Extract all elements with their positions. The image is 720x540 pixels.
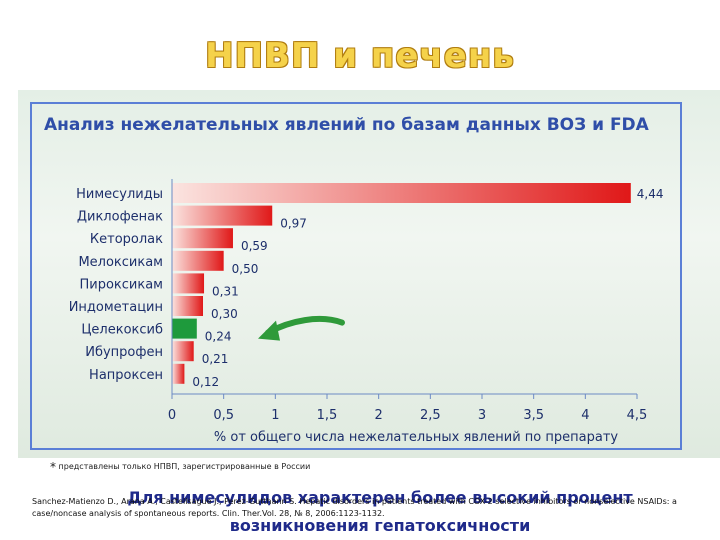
value-label: 0,12 [192, 375, 219, 389]
slide-title: НПВП и печень [205, 36, 515, 76]
footnote-marker: * [50, 460, 56, 474]
category-label: Пироксикам [79, 277, 163, 292]
annotation-arrow [265, 315, 345, 336]
category-label: Нимесулиды [76, 187, 163, 202]
category-label: Индометацин [69, 300, 163, 315]
bar [172, 273, 205, 294]
chart-panel [18, 90, 720, 458]
bar [172, 296, 203, 316]
x-tick-label: 1 [271, 408, 279, 423]
bar [172, 250, 224, 271]
category-label: Мелоксикам [78, 255, 163, 270]
value-label: 0,30 [211, 307, 238, 321]
x-tick-label: 2,5 [420, 408, 441, 423]
x-tick-label: 3 [478, 408, 486, 423]
bar [172, 205, 273, 226]
bar [172, 341, 194, 362]
value-label: 0,97 [280, 217, 307, 231]
reference-text: Sanchez-Matienzo D., Arana A., Castellsa… [32, 497, 677, 518]
footnote-text: представлены только НПВП, зарегистрирова… [58, 462, 311, 471]
x-tick-label: 2 [375, 408, 383, 423]
x-tick-label: 3,5 [523, 408, 544, 423]
x-axis-label: % от общего числа нежелательных явлений … [214, 430, 618, 445]
value-label: 0,24 [205, 330, 232, 344]
x-tick-label: 1,5 [317, 408, 338, 423]
category-label: Ибупрофен [85, 345, 163, 360]
value-label: 4,44 [637, 187, 664, 201]
value-label: 0,50 [232, 262, 259, 276]
category-label: Кеторолак [90, 232, 163, 247]
footnote: * представлены только НПВП, зарегистриро… [50, 460, 310, 474]
value-label: 0,21 [202, 352, 229, 366]
annotation-arrow-head [258, 320, 280, 341]
bar [172, 228, 233, 249]
conclusion-text: Для нимесулидов характерен более высокий… [127, 488, 633, 535]
x-tick-label: 4,5 [627, 408, 648, 423]
bar [172, 183, 631, 203]
value-label: 0,31 [212, 284, 239, 298]
value-label: 0,59 [241, 239, 268, 253]
category-label: Целекоксиб [81, 323, 163, 338]
bar [172, 363, 185, 384]
chart-frame [30, 102, 682, 450]
category-label: Диклофенак [77, 210, 163, 225]
category-label: Напроксен [89, 368, 163, 383]
bar [172, 318, 197, 339]
x-tick-label: 0,5 [213, 408, 234, 423]
x-tick-label: 0 [168, 408, 176, 423]
x-tick-label: 4 [581, 408, 589, 423]
chart-title: Анализ нежелательных явлений по базам да… [44, 115, 649, 135]
